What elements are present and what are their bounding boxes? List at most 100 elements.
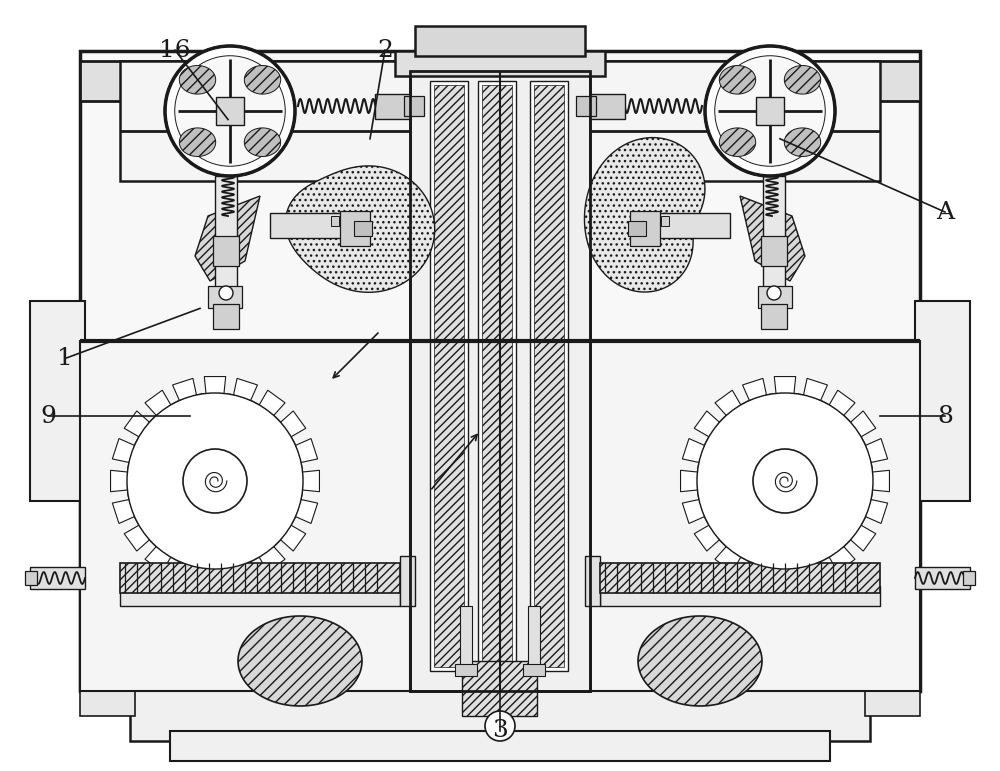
- Polygon shape: [694, 411, 719, 437]
- Bar: [415, 26, 585, 56]
- Bar: [478, 81, 516, 671]
- Bar: [120, 586, 400, 606]
- Bar: [30, 567, 85, 589]
- Text: 9: 9: [40, 405, 56, 428]
- Text: 3: 3: [492, 719, 508, 742]
- Polygon shape: [865, 500, 888, 524]
- Bar: [756, 96, 784, 126]
- Polygon shape: [195, 196, 260, 281]
- Bar: [630, 211, 660, 246]
- Polygon shape: [740, 196, 805, 281]
- Bar: [30, 301, 85, 501]
- Bar: [434, 85, 464, 667]
- Polygon shape: [774, 568, 796, 585]
- Circle shape: [715, 56, 825, 167]
- Polygon shape: [303, 470, 319, 492]
- Bar: [661, 216, 669, 226]
- Polygon shape: [244, 128, 281, 157]
- Circle shape: [657, 214, 673, 229]
- Circle shape: [753, 449, 817, 513]
- Bar: [528, 606, 540, 671]
- Polygon shape: [281, 525, 306, 551]
- Bar: [120, 563, 400, 593]
- Bar: [963, 571, 975, 585]
- Bar: [880, 341, 920, 691]
- Polygon shape: [584, 137, 705, 292]
- Bar: [462, 661, 537, 716]
- Bar: [482, 85, 512, 667]
- Bar: [130, 686, 870, 741]
- Circle shape: [767, 286, 781, 300]
- Bar: [576, 96, 596, 116]
- Bar: [410, 71, 590, 691]
- Polygon shape: [259, 390, 285, 416]
- Polygon shape: [682, 500, 705, 524]
- Bar: [410, 71, 590, 691]
- Polygon shape: [204, 376, 226, 393]
- Polygon shape: [719, 128, 756, 157]
- Circle shape: [127, 393, 303, 569]
- Text: 1: 1: [57, 347, 73, 370]
- Polygon shape: [804, 561, 827, 584]
- Polygon shape: [145, 547, 171, 572]
- Bar: [761, 236, 787, 266]
- Polygon shape: [774, 376, 796, 393]
- Circle shape: [697, 393, 873, 569]
- Polygon shape: [743, 379, 766, 400]
- Polygon shape: [112, 439, 135, 463]
- Polygon shape: [829, 547, 855, 572]
- Text: A: A: [936, 200, 954, 224]
- Bar: [600, 586, 880, 606]
- Polygon shape: [112, 500, 135, 524]
- Circle shape: [485, 711, 515, 741]
- Bar: [763, 176, 785, 301]
- Bar: [590, 61, 880, 181]
- Polygon shape: [124, 411, 149, 437]
- Bar: [80, 51, 920, 691]
- Bar: [216, 96, 244, 126]
- Circle shape: [697, 393, 873, 569]
- Bar: [761, 304, 787, 329]
- Polygon shape: [715, 390, 741, 416]
- Bar: [375, 94, 410, 119]
- Circle shape: [165, 46, 295, 176]
- Circle shape: [219, 286, 233, 300]
- Polygon shape: [682, 439, 705, 463]
- Polygon shape: [851, 525, 876, 551]
- Polygon shape: [851, 411, 876, 437]
- Bar: [523, 664, 545, 676]
- Bar: [400, 556, 415, 606]
- Bar: [270, 213, 355, 238]
- Bar: [208, 286, 242, 308]
- Text: 8: 8: [937, 405, 953, 428]
- Bar: [460, 606, 472, 671]
- Bar: [590, 94, 625, 119]
- Bar: [213, 236, 239, 266]
- Bar: [331, 216, 339, 226]
- Bar: [170, 731, 830, 761]
- Text: 2: 2: [377, 39, 393, 62]
- Polygon shape: [234, 561, 257, 584]
- Polygon shape: [281, 411, 306, 437]
- Circle shape: [127, 393, 303, 569]
- Bar: [758, 286, 792, 308]
- Bar: [80, 341, 410, 691]
- Polygon shape: [694, 525, 719, 551]
- Polygon shape: [784, 66, 821, 94]
- Polygon shape: [865, 439, 888, 463]
- Polygon shape: [238, 616, 362, 706]
- Polygon shape: [638, 616, 762, 706]
- Bar: [590, 341, 920, 691]
- Bar: [80, 681, 135, 716]
- Polygon shape: [179, 66, 216, 94]
- Circle shape: [183, 449, 247, 513]
- Polygon shape: [804, 379, 827, 400]
- Polygon shape: [173, 561, 196, 584]
- Polygon shape: [715, 547, 741, 572]
- Bar: [915, 567, 970, 589]
- Text: 16: 16: [159, 39, 191, 62]
- Polygon shape: [244, 66, 281, 94]
- Bar: [534, 85, 564, 667]
- Bar: [80, 61, 920, 101]
- Bar: [430, 81, 468, 671]
